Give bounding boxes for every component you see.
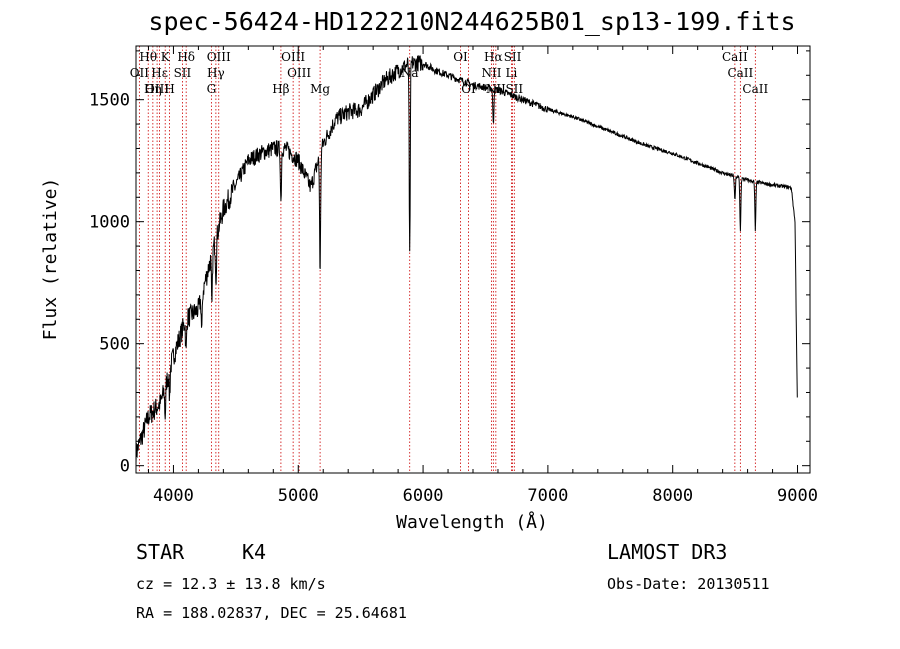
line-marker-label: OIII	[145, 82, 169, 96]
x-tick-label: 8000	[652, 486, 693, 506]
plot-frame	[135, 45, 811, 474]
x-tick-label: 9000	[777, 486, 818, 506]
line-marker-label: G	[207, 82, 217, 96]
line-marker-label: Mg	[310, 82, 330, 96]
line-marker-label: SII	[174, 66, 192, 80]
obs-date: Obs-Date: 20130511	[607, 575, 770, 593]
x-tick-label: 4000	[153, 486, 194, 506]
line-marker-group	[138, 46, 756, 473]
x-tick-label: 6000	[403, 486, 444, 506]
line-marker-label: CaII	[742, 82, 768, 96]
line-marker-label-group: Hθ OII OIII K H Hε Hη Hδ SII OIII Hγ G Hβ OIII OIII Mg N…	[130, 50, 769, 96]
line-marker-label: Hγ	[207, 66, 225, 80]
line-marker-label: OIII	[207, 50, 231, 64]
x-axis-label: Wavelength (Å)	[396, 511, 548, 533]
y-tick-label: 0	[120, 457, 130, 477]
y-axis-label: Flux (relative)	[40, 178, 61, 341]
coordinates: RA = 188.02837, DEC = 25.64681	[136, 604, 407, 622]
line-marker-label: OIII	[281, 50, 305, 64]
x-tick-label: 5000	[278, 486, 319, 506]
redshift-value: cz = 12.3 ± 13.8 km/s	[136, 575, 326, 593]
survey-name: LAMOST DR3	[607, 540, 728, 564]
object-class: STAR	[136, 540, 185, 564]
line-marker-label: Hη	[144, 82, 162, 96]
y-axis: 0 500 1000 1500	[89, 50, 810, 477]
line-marker-label: K	[161, 50, 171, 64]
line-marker-label: NII	[481, 66, 501, 80]
line-marker-label: Hε	[151, 66, 168, 80]
line-marker-label: OII	[130, 66, 150, 80]
y-tick-label: 500	[99, 335, 130, 355]
spectrum-line	[135, 55, 798, 465]
line-marker-label: SII	[505, 82, 523, 96]
x-axis: 4000 5000 6000 7000 8000 9000	[147, 46, 818, 506]
object-subclass: K4	[242, 540, 267, 564]
x-tick-label: 7000	[527, 486, 568, 506]
line-marker-label: Hβ	[272, 82, 289, 96]
line-marker-label: CaII	[727, 66, 753, 80]
line-marker-label: Li	[506, 66, 518, 80]
y-tick-label: 1500	[89, 91, 130, 111]
line-marker-label: CaII	[722, 50, 748, 64]
line-marker-label: Hδ	[177, 50, 195, 64]
line-marker-label: Hθ	[139, 50, 157, 64]
line-marker-label: H	[164, 82, 174, 96]
y-tick-label: 1000	[89, 213, 130, 233]
line-marker-label: SII	[504, 50, 522, 64]
line-marker-label: OIII	[287, 66, 311, 80]
line-marker-label: Hα	[484, 50, 503, 64]
line-marker-label: OI	[453, 50, 468, 64]
chart-title: spec-56424-HD122210N244625B01_sp13-199.f…	[148, 7, 795, 36]
